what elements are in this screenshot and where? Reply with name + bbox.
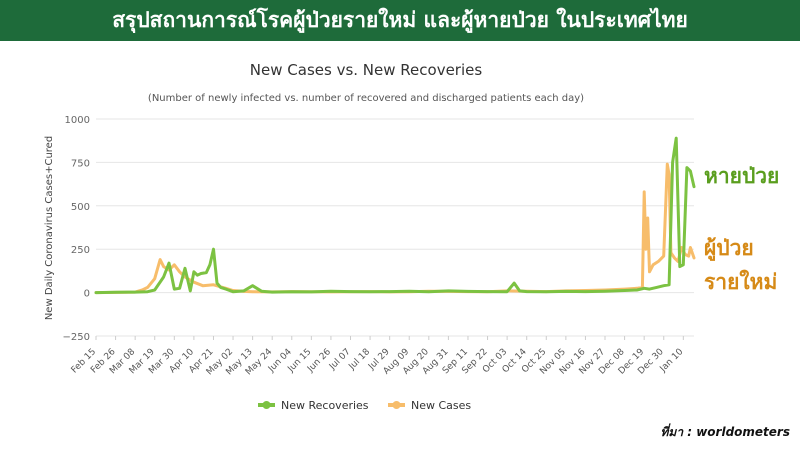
header-banner: สรุปสถานการณ์โรคผู้ป่วยรายใหม่ และผู้หาย… <box>0 0 800 41</box>
y-tick-label: −250 <box>63 332 90 343</box>
banner-title: สรุปสถานการณ์โรคผู้ป่วยรายใหม่ และผู้หาย… <box>112 8 688 32</box>
y-axis-label: New Daily Coronavirus Cases+Cured <box>44 136 55 320</box>
legend-item-cases[interactable]: New Cases <box>388 399 471 412</box>
y-tick-label: 1000 <box>65 115 90 126</box>
legend-item-recoveries[interactable]: New Recoveries <box>258 399 369 412</box>
legend-label-cases: New Cases <box>411 399 471 412</box>
y-tick-label: 0 <box>84 289 90 300</box>
y-tick-label: 250 <box>71 245 90 256</box>
y-tick-label: 500 <box>71 202 90 213</box>
source-credit: ที่มา : worldometers <box>660 425 791 439</box>
legend-marker-cases <box>392 401 401 409</box>
chart-title: New Cases vs. New Recoveries <box>250 61 483 79</box>
legend: New Recoveries New Cases <box>258 399 471 412</box>
recovered-side-label: หายป่วย <box>704 164 780 188</box>
series-line-new-recoveries <box>94 136 696 295</box>
x-tick-label: Jul 07 <box>327 347 353 373</box>
new-cases-side-label-line2: รายใหม่ <box>704 270 778 294</box>
legend-label-recoveries: New Recoveries <box>281 399 369 412</box>
grid-lines <box>96 118 694 337</box>
legend-marker-recoveries <box>262 401 271 409</box>
chart-subtitle: (Number of newly infected vs. number of … <box>148 93 584 104</box>
new-cases-side-label-line1: ผู้ป่วย <box>704 236 754 260</box>
y-tick-label: 750 <box>71 158 90 169</box>
series-lines <box>94 136 696 295</box>
y-tick-labels: −250 0 250 500 750 1000 <box>63 115 90 343</box>
x-tick-label: Jul 18 <box>347 347 373 373</box>
chart: New Cases vs. New Recoveries (Number of … <box>44 61 696 412</box>
